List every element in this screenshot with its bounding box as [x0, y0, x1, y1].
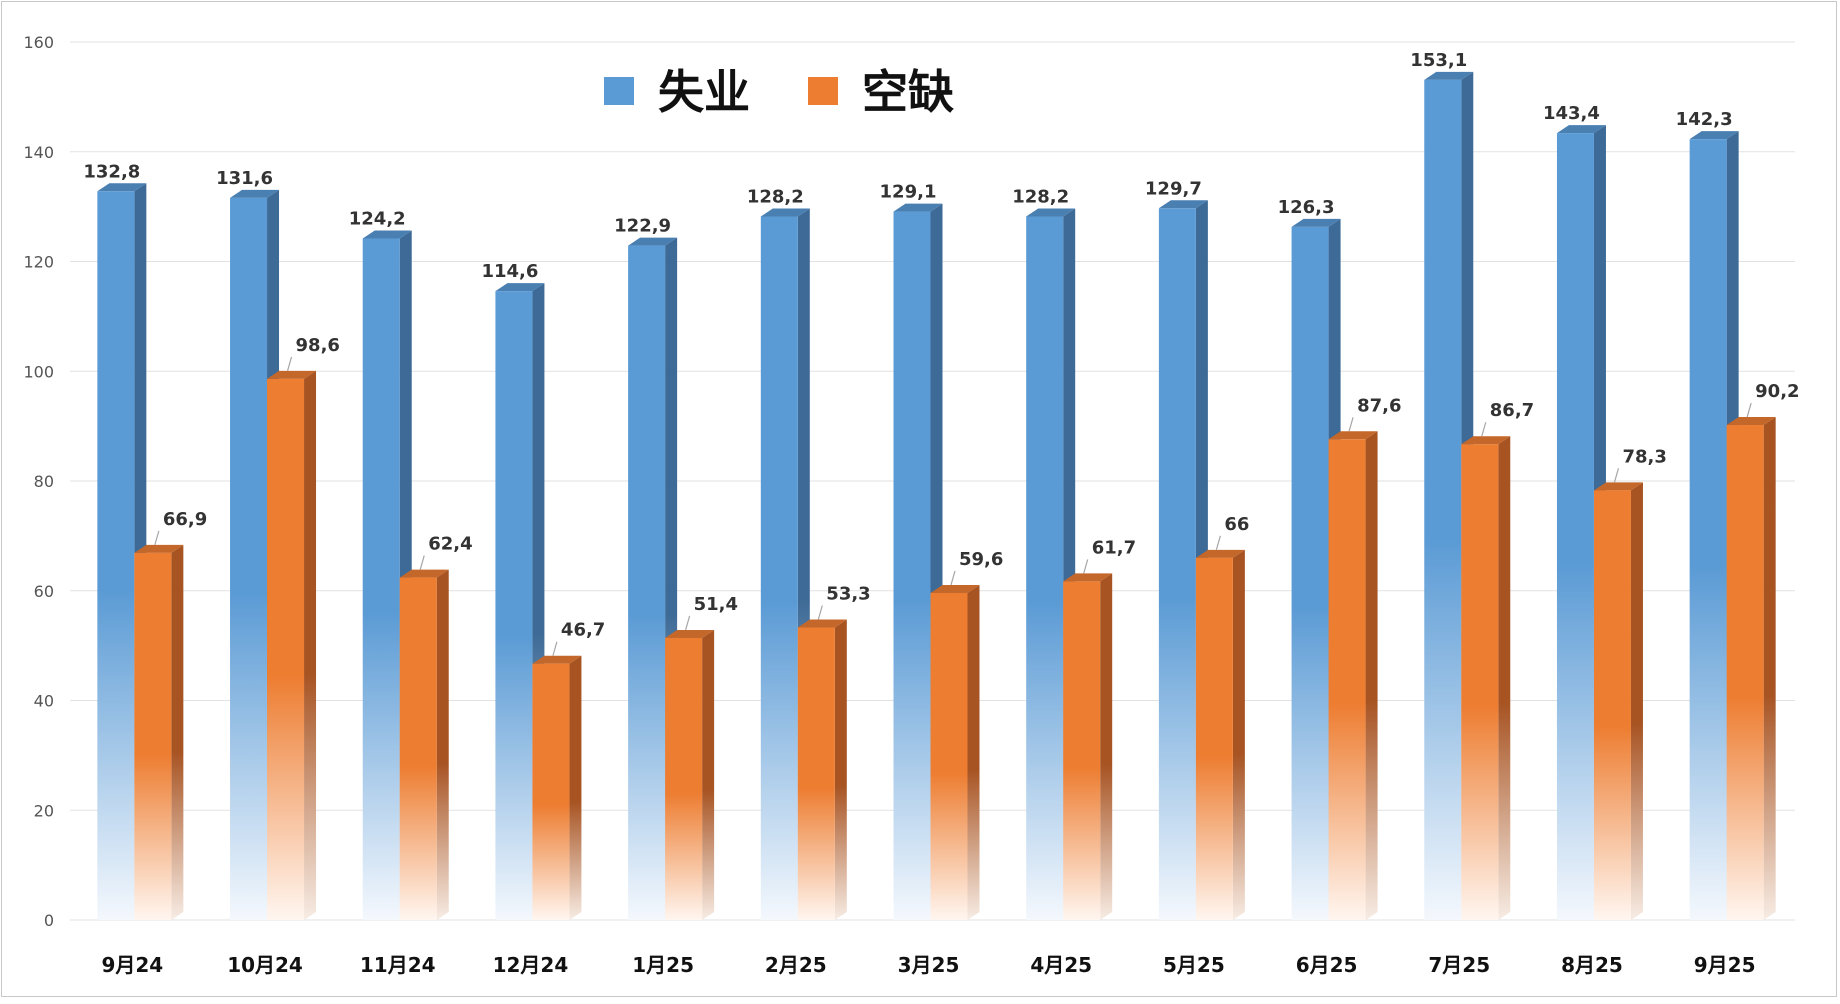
legend-swatch-vacancies — [808, 77, 838, 105]
data-label-vacancies: 86,7 — [1490, 400, 1534, 421]
data-label-leader — [419, 555, 425, 570]
y-tick-label: 40 — [34, 692, 54, 711]
bar-vacancies — [1726, 417, 1776, 920]
data-label-vacancies: 61,7 — [1092, 537, 1136, 558]
data-label-leader — [1481, 422, 1487, 437]
x-category-label: 10月24 — [227, 953, 303, 977]
data-label-unemployment: 126,3 — [1278, 197, 1335, 218]
legend: 失业 空缺 — [604, 65, 954, 119]
data-label-leader — [1083, 559, 1089, 574]
data-label-unemployment: 128,2 — [1012, 187, 1069, 208]
data-label-vacancies: 66 — [1224, 514, 1249, 535]
data-label-unemployment: 129,7 — [1145, 178, 1202, 199]
data-label-unemployment: 132,8 — [83, 161, 140, 182]
x-category-label: 1月25 — [632, 953, 694, 977]
bar-vacancies — [134, 544, 184, 920]
data-labels: 132,8 66,9 131,6 98,6 124,2 62,4 114,6 46,7 122,… — [83, 50, 1800, 656]
data-label-leader — [1613, 468, 1620, 483]
data-label-leader — [1215, 535, 1221, 550]
data-label-unemployment: 128,2 — [747, 187, 804, 208]
y-axis-ticks: 0 20 40 60 80 100 120 140 160 — [23, 33, 54, 930]
x-category-label: 4月25 — [1030, 953, 1092, 977]
data-label-vacancies: 53,3 — [826, 584, 870, 605]
legend-label-unemployment: 失业 — [658, 65, 750, 119]
data-label-leader — [286, 356, 293, 372]
x-category-label: 9月25 — [1694, 953, 1756, 977]
data-label-vacancies: 51,4 — [694, 594, 738, 615]
y-tick-label: 160 — [23, 33, 54, 52]
data-label-leader — [154, 530, 160, 546]
data-label-unemployment: 114,6 — [481, 261, 538, 282]
x-category-label: 6月25 — [1296, 953, 1358, 977]
data-label-vacancies: 62,4 — [428, 534, 472, 555]
x-category-label: 5月25 — [1163, 953, 1225, 977]
data-label-vacancies: 90,2 — [1755, 381, 1799, 402]
data-label-vacancies: 66,9 — [163, 509, 207, 530]
data-label-leader — [950, 570, 956, 586]
bar-vacancies — [1195, 549, 1245, 920]
bar-vacancies — [267, 370, 317, 920]
data-label-vacancies: 87,6 — [1357, 395, 1401, 416]
bar-vacancies — [1063, 573, 1113, 920]
y-tick-label: 140 — [23, 143, 54, 162]
data-label-leader — [817, 605, 823, 620]
data-label-unemployment: 143,4 — [1543, 103, 1600, 124]
y-tick-label: 20 — [34, 801, 54, 820]
x-axis-categories: 9月24 10月24 11月24 12月24 1月25 2月25 3月25 4月25 5月25 6… — [101, 953, 1755, 977]
data-label-leader — [1746, 402, 1752, 418]
bar-vacancies — [1328, 431, 1378, 920]
data-label-unemployment: 129,1 — [880, 182, 937, 203]
data-label-unemployment: 122,9 — [614, 216, 671, 237]
y-tick-label: 0 — [44, 911, 54, 930]
bar-vacancies — [399, 569, 449, 920]
y-tick-label: 60 — [34, 582, 54, 601]
y-tick-label: 80 — [34, 472, 54, 491]
x-category-label: 8月25 — [1561, 953, 1623, 977]
x-category-label: 3月25 — [898, 953, 960, 977]
data-label-unemployment: 142,3 — [1676, 109, 1733, 130]
data-label-unemployment: 124,2 — [349, 208, 406, 229]
x-category-label: 2月25 — [765, 953, 827, 977]
bars — [97, 71, 1776, 921]
data-label-vacancies: 78,3 — [1622, 446, 1666, 467]
data-label-vacancies: 46,7 — [561, 620, 605, 641]
data-label-unemployment: 153,1 — [1410, 50, 1467, 71]
data-label-vacancies: 59,6 — [959, 549, 1003, 570]
data-label-leader — [685, 615, 691, 631]
x-category-label: 12月24 — [493, 953, 569, 977]
data-label-leader — [552, 641, 558, 656]
y-tick-label: 100 — [23, 362, 54, 381]
data-label-unemployment: 131,6 — [216, 168, 273, 189]
data-label-leader — [1348, 417, 1354, 432]
bar-vacancies — [1593, 482, 1643, 920]
bar-vacancies — [930, 584, 980, 920]
x-category-label: 11月24 — [360, 953, 436, 977]
bar-vacancies — [665, 629, 715, 920]
x-category-label: 7月25 — [1428, 953, 1490, 977]
legend-label-vacancies: 空缺 — [862, 65, 954, 119]
x-category-label: 9月24 — [101, 953, 163, 977]
bar-vacancies — [532, 655, 582, 920]
y-tick-label: 120 — [23, 253, 54, 272]
bar-vacancies — [1461, 436, 1511, 920]
bar-vacancies — [797, 619, 847, 920]
data-label-vacancies: 98,6 — [296, 335, 340, 356]
legend-swatch-unemployment — [604, 77, 634, 105]
